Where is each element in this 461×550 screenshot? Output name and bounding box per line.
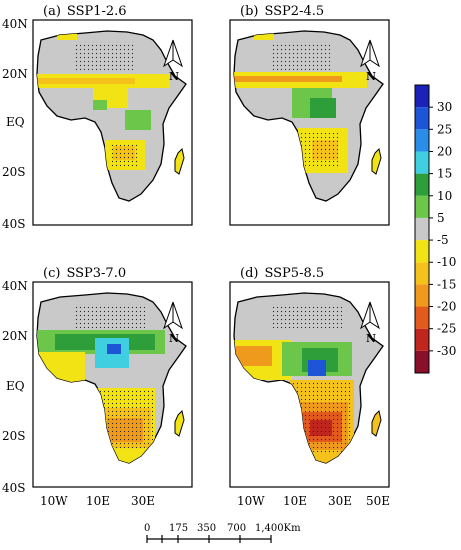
colorbar-segment bbox=[415, 328, 429, 351]
colorbar-segment bbox=[415, 306, 429, 329]
scale-label: 0 bbox=[144, 523, 150, 534]
colorbar-segment bbox=[415, 240, 429, 263]
colorbar-label: 25 bbox=[437, 122, 452, 136]
panel-d: (d) SSP5-8.5 N bbox=[229, 266, 390, 488]
lat-tick: 20S bbox=[2, 429, 26, 443]
lon-tick: 10E bbox=[283, 494, 307, 508]
svg-text:N: N bbox=[366, 332, 376, 345]
colorbar-label: 15 bbox=[437, 167, 452, 181]
svg-text:N: N bbox=[169, 70, 179, 83]
panel-a-title: (a) SSP1-2.6 bbox=[43, 4, 127, 19]
lon-tick: 50E bbox=[366, 494, 390, 508]
lon-tick: 30E bbox=[328, 494, 352, 508]
colorbar-label: -30 bbox=[437, 344, 456, 358]
north-arrow-icon: N bbox=[360, 39, 380, 83]
colorbar: 30 25 20 15 10 5 -5 -10 -15 -20 -25 -30 bbox=[414, 84, 456, 374]
north-arrow-icon: N bbox=[163, 39, 183, 83]
scale-label: 1,400Km bbox=[255, 523, 301, 534]
colorbar-segment bbox=[415, 173, 429, 196]
scale-bar: 0 175 350 700 1,400Km bbox=[144, 523, 301, 543]
panel-b-title: (b) SSP2-4.5 bbox=[240, 4, 324, 19]
colorbar-label: 10 bbox=[437, 189, 452, 203]
colorbar-segment bbox=[415, 129, 429, 152]
colorbar-segment bbox=[415, 107, 429, 130]
scale-label: 350 bbox=[197, 523, 216, 534]
lat-tick: EQ bbox=[6, 379, 25, 393]
scale-label: 700 bbox=[227, 523, 246, 534]
africa-map bbox=[36, 30, 187, 202]
lon-tick: 10W bbox=[237, 494, 265, 508]
panel-a: (a) SSP1-2.6 N bbox=[32, 4, 193, 226]
lat-tick: 20N bbox=[2, 329, 28, 343]
colorbar-label: -15 bbox=[437, 277, 456, 291]
lat-tick: EQ bbox=[6, 115, 25, 129]
colorbar-segment bbox=[415, 151, 429, 174]
panel-c: (c) SSP3-7.0 N bbox=[32, 266, 193, 488]
lat-tick: 40N bbox=[2, 17, 28, 31]
colorbar-segment bbox=[415, 85, 429, 108]
africa-map bbox=[233, 30, 384, 202]
lon-tick: 10E bbox=[86, 494, 110, 508]
lon-tick: 30E bbox=[131, 494, 155, 508]
colorbar-label: -25 bbox=[437, 322, 456, 336]
colorbar-segment bbox=[415, 350, 429, 373]
colorbar-label: 30 bbox=[437, 100, 452, 114]
colorbar-segment bbox=[415, 217, 429, 241]
scale-label: 175 bbox=[169, 523, 188, 534]
colorbar-segment bbox=[415, 262, 429, 285]
panel-d-title: (d) SSP5-8.5 bbox=[240, 266, 324, 281]
colorbar-frame bbox=[414, 84, 430, 374]
lon-tick: 10W bbox=[40, 494, 68, 508]
svg-text:N: N bbox=[169, 332, 179, 345]
panel-b: (b) SSP2-4.5 N bbox=[229, 4, 390, 226]
lat-tick: 40N bbox=[2, 279, 28, 293]
north-arrow-icon: N bbox=[163, 301, 183, 345]
lon-ticks-right: 10W 10E 30E 50E bbox=[237, 494, 390, 508]
lat-ticks-top: 40N 20N EQ 20S 40S bbox=[2, 17, 28, 231]
lon-ticks-left: 10W 10E 30E bbox=[40, 494, 155, 508]
lat-tick: 20N bbox=[2, 67, 28, 81]
colorbar-label: 5 bbox=[437, 211, 445, 225]
colorbar-label: -5 bbox=[437, 233, 449, 247]
north-arrow-icon: N bbox=[360, 301, 380, 345]
lat-ticks-bottom: 40N 20N EQ 20S 40S bbox=[2, 279, 28, 495]
colorbar-segment bbox=[415, 195, 429, 218]
panel-c-title: (c) SSP3-7.0 bbox=[43, 266, 126, 281]
colorbar-label: -20 bbox=[437, 300, 456, 314]
colorbar-label: 20 bbox=[437, 144, 452, 158]
svg-text:N: N bbox=[366, 70, 376, 83]
lat-tick: 40S bbox=[2, 481, 26, 495]
colorbar-segment bbox=[415, 284, 429, 307]
colorbar-label: -10 bbox=[437, 255, 456, 269]
lat-tick: 40S bbox=[2, 217, 26, 231]
lat-tick: 20S bbox=[2, 165, 26, 179]
